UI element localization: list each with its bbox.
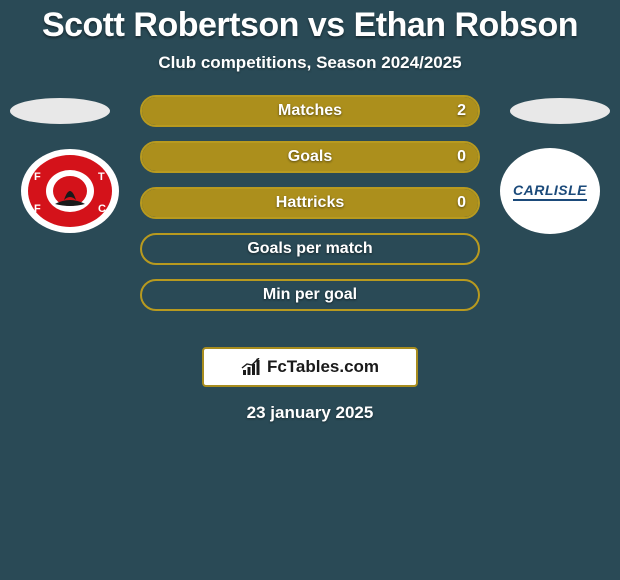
brand-badge: FcTables.com (202, 347, 418, 387)
page-subtitle: Club competitions, Season 2024/2025 (0, 53, 620, 73)
stat-bar-label: Hattricks (276, 194, 344, 212)
player-ellipse-left (10, 98, 110, 124)
stat-bars: Matches 2 Goals 0 Hattricks 0 Goals per match M… (140, 95, 480, 325)
svg-text:F: F (34, 171, 41, 183)
player-ellipse-right (510, 98, 610, 124)
svg-text:C: C (98, 203, 106, 215)
chart-icon (241, 358, 263, 376)
stat-bar: Goals per match (140, 233, 480, 265)
club-badge-right: CARLISLE (500, 148, 600, 234)
stat-bar-value-right: 0 (457, 194, 466, 212)
comparison-area: F T F C CARLISLE Matches2Goals0Hattricks… (0, 103, 620, 333)
stat-bar-label: Min per goal (263, 286, 357, 304)
stat-bar: Goals 0 (140, 141, 480, 173)
svg-text:T: T (98, 171, 105, 183)
footer-date: 23 january 2025 (0, 403, 620, 423)
club-badge-left: F T F C (20, 148, 120, 234)
stat-bar: Matches 2 (140, 95, 480, 127)
fleetwood-badge-icon: F T F C (20, 148, 120, 234)
stat-bar-label: Goals per match (247, 240, 372, 258)
stat-bar-label: Goals (288, 148, 332, 166)
svg-text:F: F (34, 203, 41, 215)
stat-bar-value-right: 2 (457, 102, 466, 120)
stat-bar: Min per goal (140, 279, 480, 311)
stat-bar-label: Matches (278, 102, 342, 120)
page-title: Scott Robertson vs Ethan Robson (0, 0, 620, 45)
stat-bar: Hattricks 0 (140, 187, 480, 219)
stat-bar-value-right: 0 (457, 148, 466, 166)
brand-text: FcTables.com (267, 357, 379, 377)
carlisle-badge-text: CARLISLE (513, 182, 587, 201)
